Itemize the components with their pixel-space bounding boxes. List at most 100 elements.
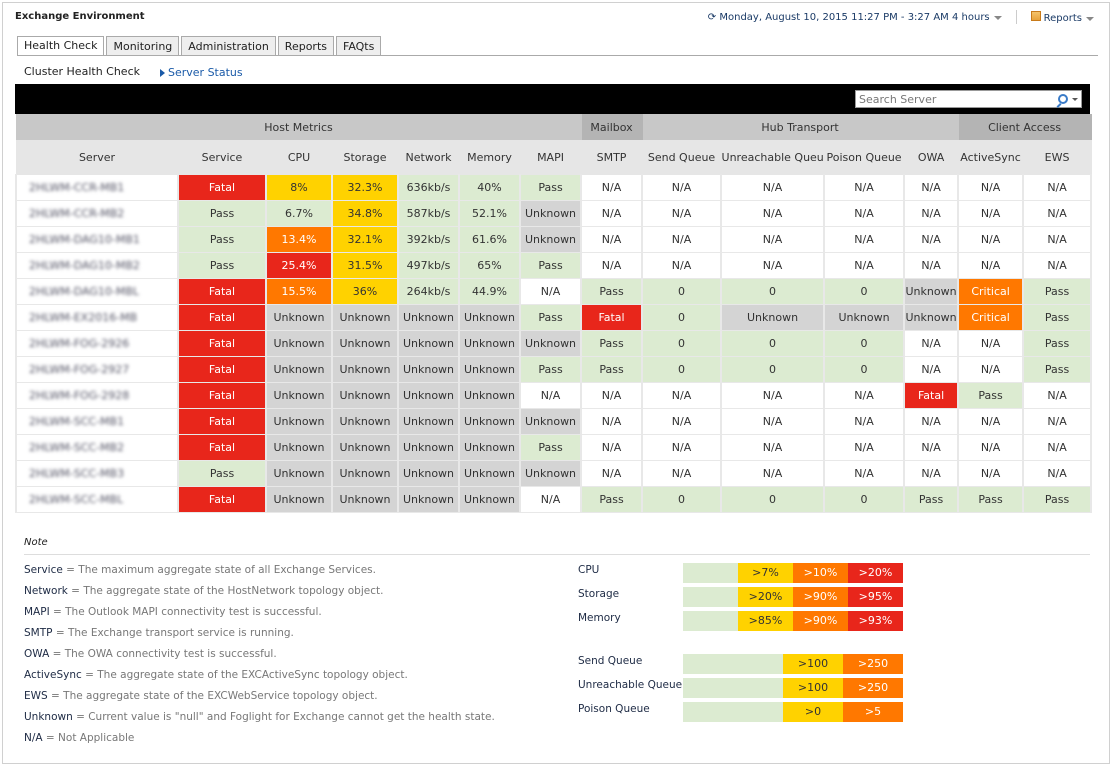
owa-status-cell[interactable]: N/A xyxy=(903,252,960,279)
service-status-cell[interactable]: Fatal xyxy=(177,330,267,357)
service-status-cell[interactable]: Pass xyxy=(177,460,267,487)
table-row[interactable]: 2HLWM-DAG10-MBL Fatal 15.5% 36% 264kb/s 44.9%… xyxy=(15,278,1093,305)
storage-status-cell[interactable]: Unknown xyxy=(331,460,399,487)
mapi-status-cell[interactable]: Pass xyxy=(518,252,583,279)
poison-queue-status-cell[interactable]: N/A xyxy=(823,434,906,461)
storage-status-cell[interactable]: Unknown xyxy=(331,486,399,513)
smtp-status-cell[interactable]: Fatal xyxy=(580,304,644,331)
column-header-cpu[interactable]: CPU xyxy=(265,139,333,175)
server-name-cell[interactable]: 2HLWM-CCR-MB1 xyxy=(15,174,179,201)
poison-queue-status-cell[interactable]: N/A xyxy=(823,174,906,201)
smtp-status-cell[interactable]: Pass xyxy=(580,356,644,383)
column-header-memory[interactable]: Memory xyxy=(458,139,521,175)
send-queue-status-cell[interactable]: 0 xyxy=(641,330,723,357)
send-queue-status-cell[interactable]: N/A xyxy=(641,174,723,201)
activesync-status-cell[interactable]: N/A xyxy=(957,200,1025,227)
ews-status-cell[interactable]: Pass xyxy=(1022,330,1093,357)
mapi-status-cell[interactable]: N/A xyxy=(518,382,583,409)
cpu-status-cell[interactable]: 25.4% xyxy=(265,252,333,279)
ews-status-cell[interactable]: N/A xyxy=(1022,382,1093,409)
tab-administration[interactable]: Administration xyxy=(181,36,276,55)
mapi-status-cell[interactable]: Unknown xyxy=(518,460,583,487)
ews-status-cell[interactable]: Pass xyxy=(1022,304,1093,331)
activesync-status-cell[interactable]: N/A xyxy=(957,356,1025,383)
column-header-activesync[interactable]: ActiveSync xyxy=(957,139,1024,175)
smtp-status-cell[interactable]: Pass xyxy=(580,278,644,305)
service-status-cell[interactable]: Pass xyxy=(177,226,267,253)
server-name-cell[interactable]: 2HLWM-FOG-2928 xyxy=(15,382,179,409)
owa-status-cell[interactable]: N/A xyxy=(903,200,960,227)
table-row[interactable]: 2HLWM-EX2016-MB Fatal Unknown Unknown Unknow… xyxy=(15,304,1093,331)
unreachable-queue-status-cell[interactable]: N/A xyxy=(720,226,826,253)
server-name-cell[interactable]: 2HLWM-SCC-MB2 xyxy=(15,434,179,461)
smtp-status-cell[interactable]: Pass xyxy=(580,330,644,357)
unreachable-queue-status-cell[interactable]: N/A xyxy=(720,434,826,461)
activesync-status-cell[interactable]: N/A xyxy=(957,330,1025,357)
activesync-status-cell[interactable]: Critical xyxy=(957,304,1025,331)
memory-status-cell[interactable]: Unknown xyxy=(458,382,521,409)
send-queue-status-cell[interactable]: 0 xyxy=(641,356,723,383)
send-queue-status-cell[interactable]: 0 xyxy=(641,304,723,331)
network-status-cell[interactable]: Unknown xyxy=(397,408,460,435)
service-status-cell[interactable]: Fatal xyxy=(177,434,267,461)
smtp-status-cell[interactable]: N/A xyxy=(580,174,644,201)
poison-queue-status-cell[interactable]: N/A xyxy=(823,200,906,227)
storage-status-cell[interactable]: Unknown xyxy=(331,304,399,331)
send-queue-status-cell[interactable]: 0 xyxy=(641,486,723,513)
ews-status-cell[interactable]: N/A xyxy=(1022,252,1093,279)
time-range-selector[interactable]: ⟳ Monday, August 10, 2015 11:27 PM - 3:2… xyxy=(708,12,1002,23)
mapi-status-cell[interactable]: Pass xyxy=(518,356,583,383)
table-row[interactable]: 2HLWM-CCR-MB1 Fatal 8% 32.3% 636kb/s 40% Pass N… xyxy=(15,174,1093,201)
tab-health-check[interactable]: Health Check xyxy=(17,36,105,56)
ews-status-cell[interactable]: N/A xyxy=(1022,226,1093,253)
mapi-status-cell[interactable]: Pass xyxy=(518,304,583,331)
network-status-cell[interactable]: 636kb/s xyxy=(397,174,460,201)
mapi-status-cell[interactable]: Unknown xyxy=(518,330,583,357)
tab-reports[interactable]: Reports xyxy=(277,36,334,55)
storage-status-cell[interactable]: 32.1% xyxy=(331,226,399,253)
activesync-status-cell[interactable]: Critical xyxy=(957,278,1025,305)
column-header-network[interactable]: Network xyxy=(397,139,460,175)
mapi-status-cell[interactable]: Pass xyxy=(518,174,583,201)
chevron-down-icon[interactable] xyxy=(1072,97,1078,101)
storage-status-cell[interactable]: Unknown xyxy=(331,330,399,357)
owa-status-cell[interactable]: N/A xyxy=(903,356,960,383)
owa-status-cell[interactable]: Pass xyxy=(903,486,960,513)
table-row[interactable]: 2HLWM-FOG-2928 Fatal Unknown Unknown Unknown… xyxy=(15,382,1093,409)
owa-status-cell[interactable]: N/A xyxy=(903,330,960,357)
cpu-status-cell[interactable]: Unknown xyxy=(265,486,333,513)
unreachable-queue-status-cell[interactable]: N/A xyxy=(720,460,826,487)
service-status-cell[interactable]: Fatal xyxy=(177,356,267,383)
owa-status-cell[interactable]: Unknown xyxy=(903,304,960,331)
unreachable-queue-status-cell[interactable]: 0 xyxy=(720,330,826,357)
send-queue-status-cell[interactable]: N/A xyxy=(641,226,723,253)
column-header-owa[interactable]: OWA xyxy=(903,139,959,175)
smtp-status-cell[interactable]: N/A xyxy=(580,200,644,227)
memory-status-cell[interactable]: 65% xyxy=(458,252,521,279)
column-header-poison-queue[interactable]: Poison Queue xyxy=(823,139,905,175)
server-name-cell[interactable]: 2HLWM-DAG10-MB2 xyxy=(15,252,179,279)
network-status-cell[interactable]: 587kb/s xyxy=(397,200,460,227)
service-status-cell[interactable]: Pass xyxy=(177,200,267,227)
cpu-status-cell[interactable]: Unknown xyxy=(265,460,333,487)
column-header-server[interactable]: Server xyxy=(15,139,179,175)
owa-status-cell[interactable]: N/A xyxy=(903,434,960,461)
server-name-cell[interactable]: 2HLWM-SCC-MB1 xyxy=(15,408,179,435)
storage-status-cell[interactable]: Unknown xyxy=(331,408,399,435)
server-status-link[interactable]: Server Status xyxy=(160,66,243,79)
send-queue-status-cell[interactable]: N/A xyxy=(641,200,723,227)
network-status-cell[interactable]: Unknown xyxy=(397,434,460,461)
network-status-cell[interactable]: 264kb/s xyxy=(397,278,460,305)
memory-status-cell[interactable]: Unknown xyxy=(458,486,521,513)
server-name-cell[interactable]: 2HLWM-DAG10-MB1 xyxy=(15,226,179,253)
service-status-cell[interactable]: Pass xyxy=(177,252,267,279)
service-status-cell[interactable]: Fatal xyxy=(177,304,267,331)
activesync-status-cell[interactable]: N/A xyxy=(957,408,1025,435)
server-name-cell[interactable]: 2HLWM-FOG-2927 xyxy=(15,356,179,383)
smtp-status-cell[interactable]: N/A xyxy=(580,252,644,279)
unreachable-queue-status-cell[interactable]: N/A xyxy=(720,252,826,279)
send-queue-status-cell[interactable]: N/A xyxy=(641,434,723,461)
cpu-status-cell[interactable]: Unknown xyxy=(265,356,333,383)
unreachable-queue-status-cell[interactable]: N/A xyxy=(720,200,826,227)
memory-status-cell[interactable]: Unknown xyxy=(458,356,521,383)
